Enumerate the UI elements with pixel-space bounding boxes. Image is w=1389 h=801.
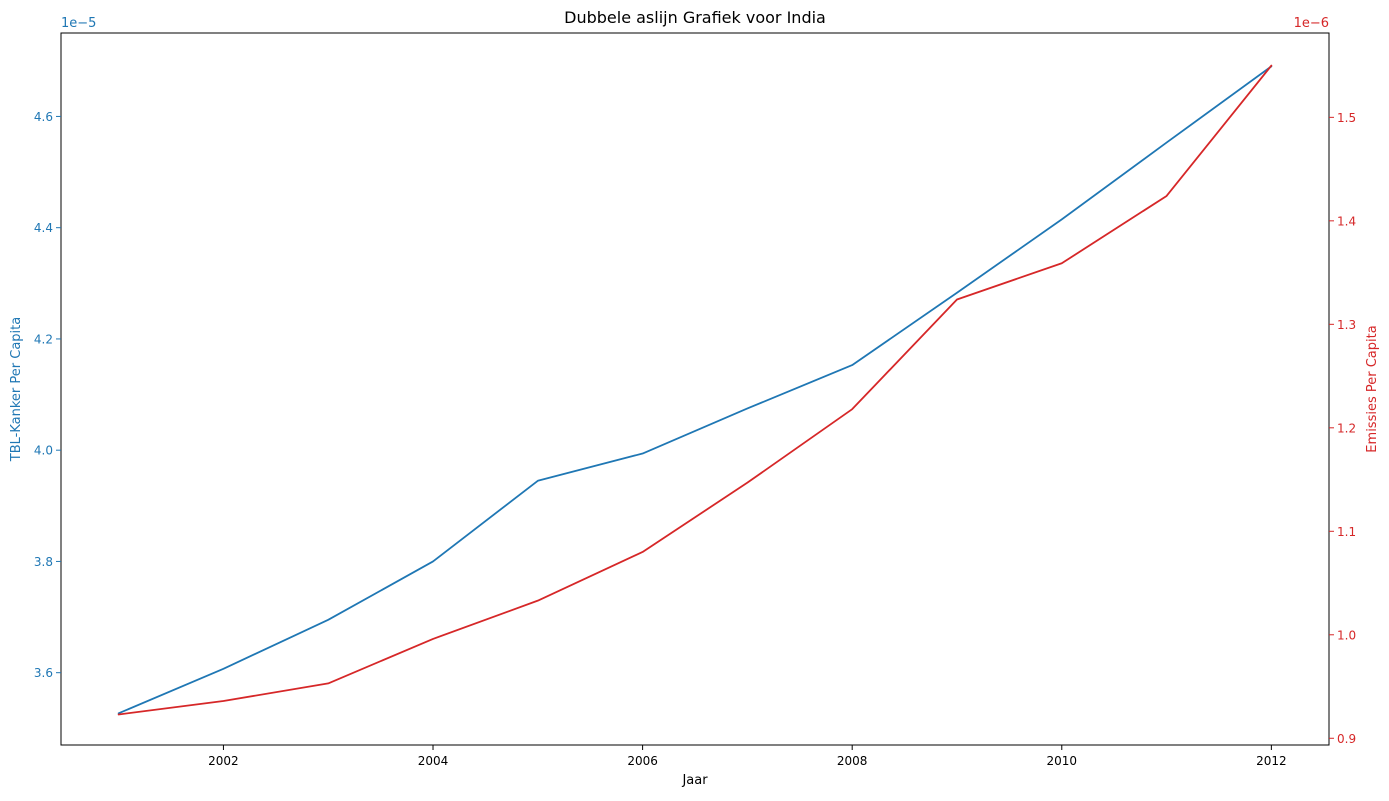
series-line-right [117,64,1273,716]
series-line-left [117,65,1273,715]
x-tick-label-2008: 2008 [837,754,868,768]
right-tick-label-1.0: 1.0 [1337,628,1356,642]
chart-title: Dubbele aslijn Grafiek voor India [564,8,826,27]
right-tick-label-1.5: 1.5 [1337,111,1356,125]
right-tick-label-1.2: 1.2 [1337,421,1356,435]
left-tick-label-3.8: 3.8 [34,555,53,569]
left-axis-multiplier: 1e−5 [61,16,96,31]
x-tick-label-2002: 2002 [208,754,239,768]
right-tick-label-0.9: 0.9 [1337,732,1356,746]
x-tick-label-2006: 2006 [627,754,658,768]
x-tick-label-2004: 2004 [418,754,449,768]
right-tick-label-1.1: 1.1 [1337,525,1356,539]
plot-frame [60,32,1330,746]
left-tick-label-4.4: 4.4 [34,221,53,235]
left-tick-label-3.6: 3.6 [34,666,53,680]
right-axis-multiplier: 1e−6 [1294,16,1329,31]
left-tick-label-4.2: 4.2 [34,332,53,346]
right-tick-label-1.4: 1.4 [1337,214,1356,228]
x-axis-label: Jaar [681,773,708,788]
left-tick-label-4.0: 4.0 [34,444,53,458]
left-tick-label-4.6: 4.6 [34,110,53,124]
right-tick-label-1.3: 1.3 [1337,318,1356,332]
right-axis-label: Emissies Per Capita [1365,325,1380,452]
left-axis-label: TBL-Kanker Per Capita [9,317,24,462]
x-tick-label-2010: 2010 [1047,754,1078,768]
x-tick-label-2012: 2012 [1256,754,1287,768]
chart-marks: 2002 2004 2006 2008 2010 2012 3.6 3.8 4.0 4.2 4.4 4… [34,32,1356,768]
